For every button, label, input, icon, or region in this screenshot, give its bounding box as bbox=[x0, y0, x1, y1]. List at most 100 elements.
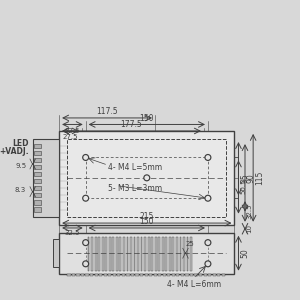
Bar bbox=[140, 274, 143, 276]
Bar bbox=[131, 274, 134, 276]
Bar bbox=[105, 237, 107, 271]
Bar bbox=[90, 274, 93, 276]
Circle shape bbox=[205, 195, 211, 201]
Bar bbox=[76, 274, 80, 276]
Bar bbox=[137, 237, 139, 271]
Bar bbox=[155, 237, 157, 271]
Bar bbox=[99, 274, 102, 276]
Bar bbox=[145, 274, 148, 276]
Bar bbox=[190, 274, 193, 276]
Text: +VADJ.: +VADJ. bbox=[0, 147, 28, 156]
Bar bbox=[34, 179, 41, 183]
Circle shape bbox=[84, 241, 87, 244]
Bar bbox=[144, 237, 146, 271]
Bar bbox=[112, 237, 114, 271]
Bar bbox=[172, 237, 174, 271]
Circle shape bbox=[83, 154, 88, 160]
Bar bbox=[94, 274, 98, 276]
Bar bbox=[34, 158, 41, 162]
Text: 150: 150 bbox=[140, 114, 154, 123]
Bar bbox=[91, 237, 93, 271]
Text: 117.5: 117.5 bbox=[96, 107, 118, 116]
Circle shape bbox=[205, 154, 211, 160]
Bar bbox=[162, 237, 164, 271]
Text: 10: 10 bbox=[247, 224, 253, 233]
Bar bbox=[185, 274, 189, 276]
Circle shape bbox=[84, 196, 87, 200]
Bar bbox=[34, 151, 41, 155]
Bar bbox=[154, 274, 157, 276]
Bar bbox=[176, 237, 178, 271]
Bar bbox=[85, 274, 89, 276]
Bar bbox=[122, 274, 125, 276]
Bar bbox=[208, 274, 211, 276]
Bar bbox=[183, 237, 185, 271]
Bar bbox=[34, 144, 41, 148]
Circle shape bbox=[206, 196, 209, 200]
Bar bbox=[126, 274, 130, 276]
Text: 8.3: 8.3 bbox=[15, 187, 26, 193]
Bar bbox=[34, 200, 41, 205]
Bar bbox=[95, 237, 97, 271]
Circle shape bbox=[83, 240, 88, 245]
Bar bbox=[34, 208, 41, 212]
Circle shape bbox=[205, 261, 211, 267]
Bar bbox=[172, 274, 175, 276]
Text: 25: 25 bbox=[185, 241, 194, 247]
Bar bbox=[176, 274, 179, 276]
Bar bbox=[158, 237, 160, 271]
Bar bbox=[130, 237, 132, 271]
Bar bbox=[165, 237, 167, 271]
Text: 115: 115 bbox=[255, 171, 264, 185]
Bar bbox=[149, 274, 152, 276]
Bar bbox=[34, 165, 41, 169]
Circle shape bbox=[206, 262, 209, 266]
Bar bbox=[123, 237, 125, 271]
Text: LED: LED bbox=[12, 139, 28, 148]
Text: 4- M4 L=6mm: 4- M4 L=6mm bbox=[167, 280, 221, 289]
Bar bbox=[134, 237, 135, 271]
Text: 150: 150 bbox=[140, 217, 154, 226]
Bar bbox=[53, 239, 59, 268]
Bar bbox=[199, 274, 202, 276]
Circle shape bbox=[206, 241, 209, 244]
Bar bbox=[116, 237, 118, 271]
Circle shape bbox=[83, 261, 88, 267]
Text: 32.5: 32.5 bbox=[247, 204, 253, 219]
Bar bbox=[34, 172, 41, 176]
Bar bbox=[190, 237, 192, 271]
Bar bbox=[67, 274, 70, 276]
Text: 95: 95 bbox=[240, 173, 249, 183]
Bar bbox=[151, 237, 153, 271]
Bar bbox=[88, 237, 89, 271]
Bar bbox=[109, 237, 111, 271]
Text: 32.5: 32.5 bbox=[64, 128, 80, 134]
Circle shape bbox=[205, 240, 211, 245]
Bar bbox=[141, 237, 142, 271]
Bar bbox=[33, 139, 59, 217]
Bar bbox=[72, 274, 75, 276]
Text: 4- M4 L=5mm: 4- M4 L=5mm bbox=[108, 163, 162, 172]
Bar bbox=[179, 237, 181, 271]
Text: 90: 90 bbox=[247, 173, 256, 183]
Bar bbox=[102, 237, 103, 271]
Bar bbox=[222, 274, 225, 276]
Bar bbox=[119, 237, 121, 271]
Text: 9.5: 9.5 bbox=[15, 163, 26, 169]
Bar bbox=[135, 274, 139, 276]
Bar bbox=[148, 237, 149, 271]
Bar bbox=[194, 274, 198, 276]
Bar bbox=[213, 274, 216, 276]
Bar bbox=[187, 237, 188, 271]
Circle shape bbox=[84, 262, 87, 266]
Bar bbox=[167, 274, 170, 276]
Text: 177.5: 177.5 bbox=[121, 120, 142, 129]
Bar bbox=[59, 131, 234, 225]
Circle shape bbox=[83, 195, 88, 201]
Bar bbox=[59, 233, 234, 274]
Bar bbox=[117, 274, 121, 276]
Text: 5- M3 L=3mm: 5- M3 L=3mm bbox=[108, 184, 162, 193]
Bar bbox=[181, 274, 184, 276]
Text: 50: 50 bbox=[240, 248, 249, 258]
Text: 215: 215 bbox=[140, 212, 154, 221]
